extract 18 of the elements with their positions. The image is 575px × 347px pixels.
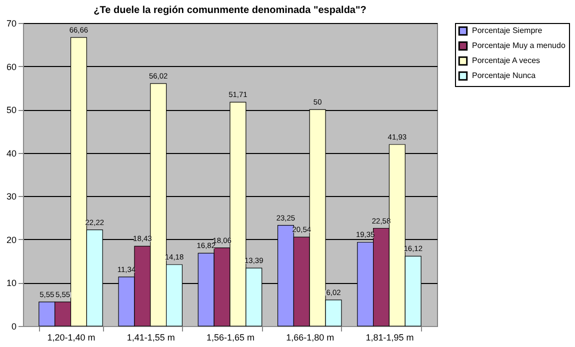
y-tick-label: 20 (6, 234, 16, 245)
legend-label: Porcentaje Muy a menudo (472, 41, 566, 50)
y-tick-label: 30 (6, 192, 16, 202)
x-tick-label: 1,81-1,95 m (366, 332, 414, 342)
y-tick-label: 40 (6, 148, 16, 158)
y-tick-label: 50 (6, 105, 16, 116)
y-tick-label: 0 (11, 322, 16, 332)
legend-label: Porcentaje A veces (472, 56, 540, 65)
x-tick-label: 1,20-1,40 m (47, 332, 96, 342)
y-tick-label: 70 (6, 18, 16, 28)
legend-label: Porcentaje Nunca (472, 71, 536, 80)
x-tick-label: 1,41-1,55 m (126, 332, 175, 342)
x-tick-label: 1,66-1,80 m (286, 332, 334, 342)
legend-label: Porcentaje Siempre (472, 26, 543, 35)
x-tick-label: 1,56-1,65 m (206, 332, 255, 342)
chart-title: ¿Te duele la región comunmente denominada "espalda"? (94, 5, 366, 16)
y-tick-label: 60 (6, 62, 16, 72)
y-tick-label: 10 (6, 278, 16, 288)
